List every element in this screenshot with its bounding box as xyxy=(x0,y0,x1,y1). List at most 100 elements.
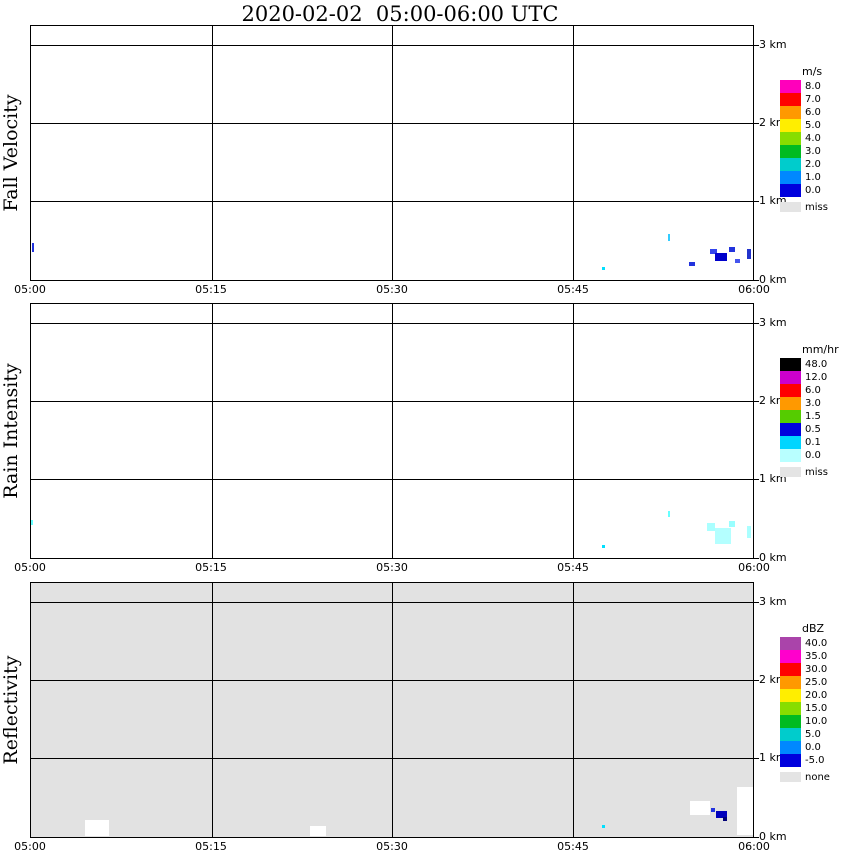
panel-fall-velocity: Fall Velocity 05:00 05:15 05:30 05:45 06:00 … xyxy=(0,25,850,305)
y-tick-mark xyxy=(754,45,759,46)
colorbar-entry: 40.0 xyxy=(780,637,850,650)
colorbar-entry-extra: none xyxy=(780,771,850,783)
gridline-vertical xyxy=(392,304,393,558)
data-mark xyxy=(729,247,735,252)
data-mark xyxy=(602,545,605,548)
x-tick-label: 05:45 xyxy=(557,840,589,853)
gridline-vertical xyxy=(573,583,574,837)
colorbar-swatch xyxy=(780,410,801,423)
y-tick-label: 2 km xyxy=(759,394,787,407)
colorbar-swatch xyxy=(780,436,801,449)
colorbar-value-label: 6.0 xyxy=(805,107,821,118)
colorbar-swatch xyxy=(780,728,801,741)
gridline-vertical xyxy=(573,26,574,280)
colorbar-fall-velocity: m/s 8.0 7.0 6.0 5.0 4.0 3.0 2.0 1.0 0.0 miss xyxy=(780,65,850,213)
colorbar-value-label: 7.0 xyxy=(805,94,821,105)
y-tick-mark xyxy=(754,123,759,124)
y-tick-mark xyxy=(754,558,759,559)
colorbar-entry: 1.0 xyxy=(780,171,850,184)
colorbar-entry: -5.0 xyxy=(780,754,850,767)
x-tick-label: 05:15 xyxy=(195,840,227,853)
y-tick-label: 3 km xyxy=(759,316,787,329)
colorbar-entry: 35.0 xyxy=(780,650,850,663)
data-mark xyxy=(729,521,735,527)
colorbar-entries: 40.0 35.0 30.0 25.0 20.0 15.0 10.0 5.0 0.0 -5.0 no… xyxy=(780,637,850,783)
data-mark xyxy=(715,253,727,261)
colorbar-title: mm/hr xyxy=(802,343,839,356)
x-tick-label: 05:00 xyxy=(14,283,46,296)
gridline-horizontal xyxy=(31,602,753,603)
colorbar-entry-extra: miss xyxy=(780,467,850,478)
colorbar-swatch xyxy=(780,467,801,477)
data-mark xyxy=(707,523,715,531)
colorbar-value-label: 3.0 xyxy=(805,146,821,157)
colorbar-value-label: 25.0 xyxy=(805,677,828,688)
colorbar-value-label: miss xyxy=(805,201,828,213)
gridline-horizontal xyxy=(31,479,753,480)
colorbar-swatch xyxy=(780,702,801,715)
colorbar-entry: 1.5 xyxy=(780,410,850,423)
x-tick-label: 06:00 xyxy=(738,561,770,574)
data-mark xyxy=(602,825,605,828)
colorbar-entry: 12.0 xyxy=(780,371,850,384)
figure-title: 2020-02-02 05:00-06:00 UTC xyxy=(241,2,559,26)
y-tick-mark xyxy=(754,837,759,838)
colorbar-entry: 4.0 xyxy=(780,132,850,145)
y-tick-label: 3 km xyxy=(759,38,787,51)
data-mark xyxy=(85,820,109,836)
y-tick-mark xyxy=(754,602,759,603)
data-mark xyxy=(711,808,715,812)
colorbar-value-label: 35.0 xyxy=(805,651,828,662)
colorbar-value-label: 0.0 xyxy=(805,450,821,461)
colorbar-entry: 48.0 xyxy=(780,358,850,371)
colorbar-value-label: -5.0 xyxy=(805,755,825,766)
data-mark xyxy=(747,526,751,538)
colorbar-entry: 7.0 xyxy=(780,93,850,106)
colorbar-value-label: 5.0 xyxy=(805,729,821,740)
data-mark xyxy=(737,787,753,835)
colorbar-value-label: 0.0 xyxy=(805,185,821,196)
data-mark xyxy=(31,520,33,525)
colorbar-value-label: 6.0 xyxy=(805,385,821,396)
colorbar-value-label: 12.0 xyxy=(805,372,828,383)
y-tick-label: 2 km xyxy=(759,116,787,129)
x-tick-label: 05:00 xyxy=(14,561,46,574)
colorbar-value-label: 30.0 xyxy=(805,664,828,675)
colorbar-entries: 8.0 7.0 6.0 5.0 4.0 3.0 2.0 1.0 0.0 miss xyxy=(780,80,850,213)
y-tick-label: 2 km xyxy=(759,673,787,686)
y-tick-mark xyxy=(754,758,759,759)
colorbar-value-label: 20.0 xyxy=(805,690,828,701)
colorbar-title: m/s xyxy=(802,65,823,78)
colorbar-rain-intensity: mm/hr 48.0 12.0 6.0 3.0 1.5 0.5 0.1 0.0 miss xyxy=(780,343,850,478)
gridline-horizontal xyxy=(31,401,753,402)
gridline-horizontal xyxy=(31,123,753,124)
colorbar-value-label: 0.1 xyxy=(805,437,821,448)
colorbar-entry: 15.0 xyxy=(780,702,850,715)
colorbar-swatch xyxy=(780,663,801,676)
colorbar-value-label: none xyxy=(805,771,830,783)
data-mark xyxy=(310,826,326,836)
y-tick-label: 3 km xyxy=(759,595,787,608)
x-tick-label: 05:15 xyxy=(195,283,227,296)
y-tick-label: 1 km xyxy=(759,194,787,207)
colorbar-swatch xyxy=(780,358,801,371)
y-tick-mark xyxy=(754,201,759,202)
colorbar-entry: 10.0 xyxy=(780,715,850,728)
data-mark xyxy=(715,528,731,544)
colorbar-value-label: 0.0 xyxy=(805,742,821,753)
colorbar-swatch xyxy=(780,423,801,436)
colorbar-entry: 0.0 xyxy=(780,184,850,197)
y-tick-mark xyxy=(754,479,759,480)
colorbar-swatch xyxy=(780,371,801,384)
colorbar-swatch xyxy=(780,689,801,702)
data-mark xyxy=(668,234,670,241)
data-mark xyxy=(747,249,751,259)
colorbar-swatch xyxy=(780,772,801,782)
panel-rain-intensity: Rain Intensity 05:00 05:15 05:30 05:45 06:00… xyxy=(0,303,850,583)
data-mark xyxy=(602,267,605,270)
colorbar-value-label: 48.0 xyxy=(805,359,828,370)
gridline-vertical xyxy=(392,26,393,280)
colorbar-title: dBZ xyxy=(802,622,825,635)
colorbar-entry: 2.0 xyxy=(780,158,850,171)
colorbar-entry: 3.0 xyxy=(780,145,850,158)
